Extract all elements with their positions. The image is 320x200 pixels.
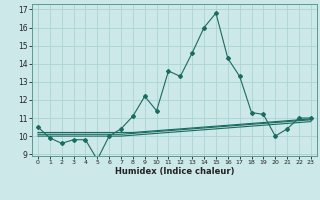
X-axis label: Humidex (Indice chaleur): Humidex (Indice chaleur) <box>115 167 234 176</box>
